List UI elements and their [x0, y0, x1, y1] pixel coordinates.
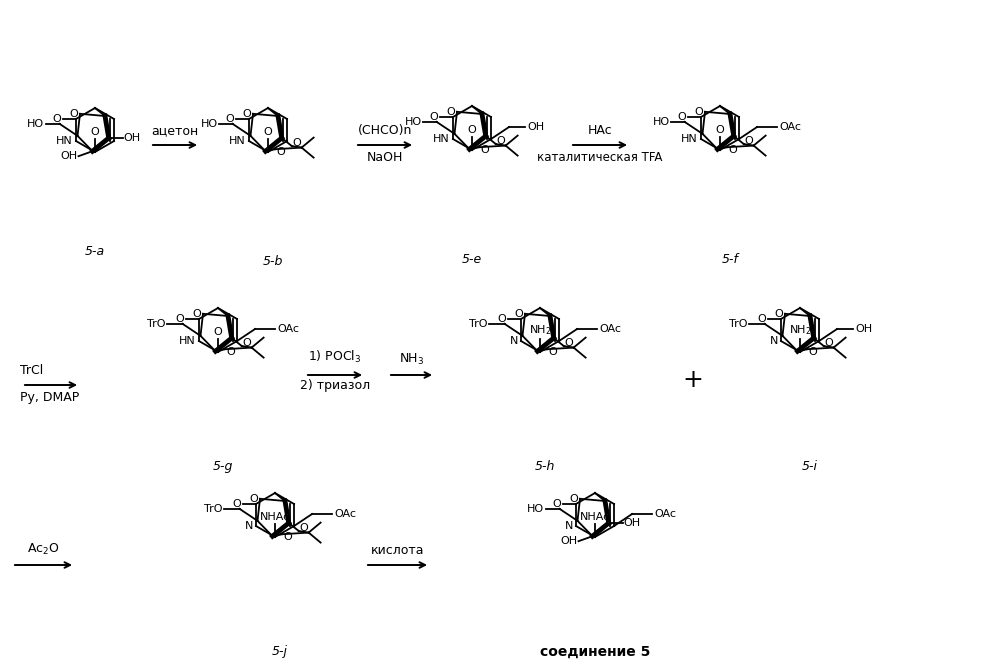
- Text: O: O: [430, 112, 438, 122]
- Text: N: N: [509, 336, 517, 346]
- Text: O: O: [293, 138, 302, 148]
- Text: O: O: [277, 147, 286, 157]
- Text: (CHCO)n: (CHCO)n: [358, 124, 413, 137]
- Text: NHAc: NHAc: [260, 512, 290, 522]
- Text: NaOH: NaOH: [367, 151, 404, 164]
- Text: каталитическая TFA: каталитическая TFA: [537, 151, 662, 164]
- Text: HO: HO: [201, 119, 218, 129]
- Text: 5-a: 5-a: [85, 245, 105, 258]
- Text: N: N: [769, 336, 778, 346]
- Text: кислота: кислота: [371, 544, 425, 557]
- Text: OH: OH: [527, 122, 544, 132]
- Text: O: O: [744, 136, 753, 146]
- Text: 5-e: 5-e: [462, 253, 483, 266]
- Text: TrO: TrO: [204, 504, 223, 514]
- Text: O: O: [774, 309, 783, 319]
- Text: TrO: TrO: [147, 319, 166, 329]
- Text: Ac$_2$O: Ac$_2$O: [27, 542, 60, 557]
- Text: O: O: [242, 109, 251, 119]
- Text: O: O: [225, 114, 234, 124]
- Text: OH: OH: [855, 324, 872, 334]
- Text: O: O: [715, 125, 724, 135]
- Text: 5-g: 5-g: [213, 460, 233, 473]
- Text: HN: HN: [434, 134, 450, 144]
- Text: 1) POCl$_3$: 1) POCl$_3$: [309, 349, 362, 365]
- Text: O: O: [757, 314, 766, 324]
- Text: OAc: OAc: [277, 324, 299, 334]
- Text: HO: HO: [405, 117, 422, 127]
- Text: соединение 5: соединение 5: [539, 645, 650, 659]
- Text: O: O: [808, 347, 817, 358]
- Text: O: O: [447, 107, 455, 117]
- Text: O: O: [569, 494, 578, 504]
- Text: O: O: [694, 107, 703, 117]
- Text: O: O: [249, 494, 258, 504]
- Text: N: N: [245, 521, 253, 531]
- Text: OAc: OAc: [334, 509, 356, 519]
- Text: 5-j: 5-j: [272, 645, 288, 658]
- Text: OH: OH: [124, 133, 141, 143]
- Text: O: O: [498, 314, 505, 324]
- Text: OH: OH: [60, 151, 78, 161]
- Text: O: O: [514, 309, 523, 319]
- Text: O: O: [564, 338, 573, 348]
- Text: O: O: [468, 125, 477, 135]
- Text: OAc: OAc: [599, 324, 621, 334]
- Text: O: O: [52, 114, 61, 124]
- Text: TrO: TrO: [729, 319, 747, 329]
- Text: NH$_2$: NH$_2$: [789, 323, 811, 337]
- Text: 5-f: 5-f: [721, 253, 738, 266]
- Text: O: O: [214, 327, 223, 337]
- Text: OH: OH: [560, 536, 577, 546]
- Text: HN: HN: [681, 134, 698, 144]
- Text: OAc: OAc: [654, 509, 676, 519]
- Text: N: N: [564, 521, 573, 531]
- Text: HAc: HAc: [587, 124, 612, 137]
- Text: O: O: [481, 145, 490, 155]
- Text: O: O: [284, 532, 293, 542]
- Text: HO: HO: [27, 119, 45, 129]
- Text: 2) триазол: 2) триазол: [300, 379, 370, 392]
- Text: ацетон: ацетон: [152, 124, 199, 137]
- Text: O: O: [548, 347, 557, 358]
- Text: O: O: [175, 314, 184, 324]
- Text: O: O: [552, 499, 561, 509]
- Text: O: O: [677, 112, 686, 122]
- Text: O: O: [264, 127, 273, 137]
- Text: HN: HN: [179, 336, 196, 346]
- Text: OH: OH: [623, 518, 641, 528]
- Text: 5-b: 5-b: [263, 255, 283, 268]
- Text: O: O: [91, 127, 99, 137]
- Text: TrO: TrO: [469, 319, 488, 329]
- Text: HN: HN: [229, 136, 246, 146]
- Text: O: O: [300, 523, 309, 533]
- Text: O: O: [243, 338, 252, 348]
- Text: +: +: [682, 368, 703, 392]
- Text: NH$_3$: NH$_3$: [399, 352, 425, 367]
- Text: O: O: [232, 499, 241, 509]
- Text: O: O: [192, 309, 201, 319]
- Text: 5-h: 5-h: [534, 460, 555, 473]
- Text: O: O: [227, 347, 235, 358]
- Text: HN: HN: [56, 136, 73, 146]
- Text: Py, DMAP: Py, DMAP: [20, 391, 79, 404]
- Text: HO: HO: [527, 504, 544, 514]
- Text: O: O: [497, 136, 505, 146]
- Text: HO: HO: [652, 117, 669, 127]
- Text: 5-i: 5-i: [802, 460, 818, 473]
- Text: OAc: OAc: [779, 122, 801, 132]
- Text: O: O: [825, 338, 833, 348]
- Text: O: O: [69, 109, 78, 119]
- Text: NH$_2$: NH$_2$: [528, 323, 551, 337]
- Text: TrCl: TrCl: [20, 364, 43, 377]
- Text: O: O: [728, 145, 737, 155]
- Text: NHAc: NHAc: [579, 512, 610, 522]
